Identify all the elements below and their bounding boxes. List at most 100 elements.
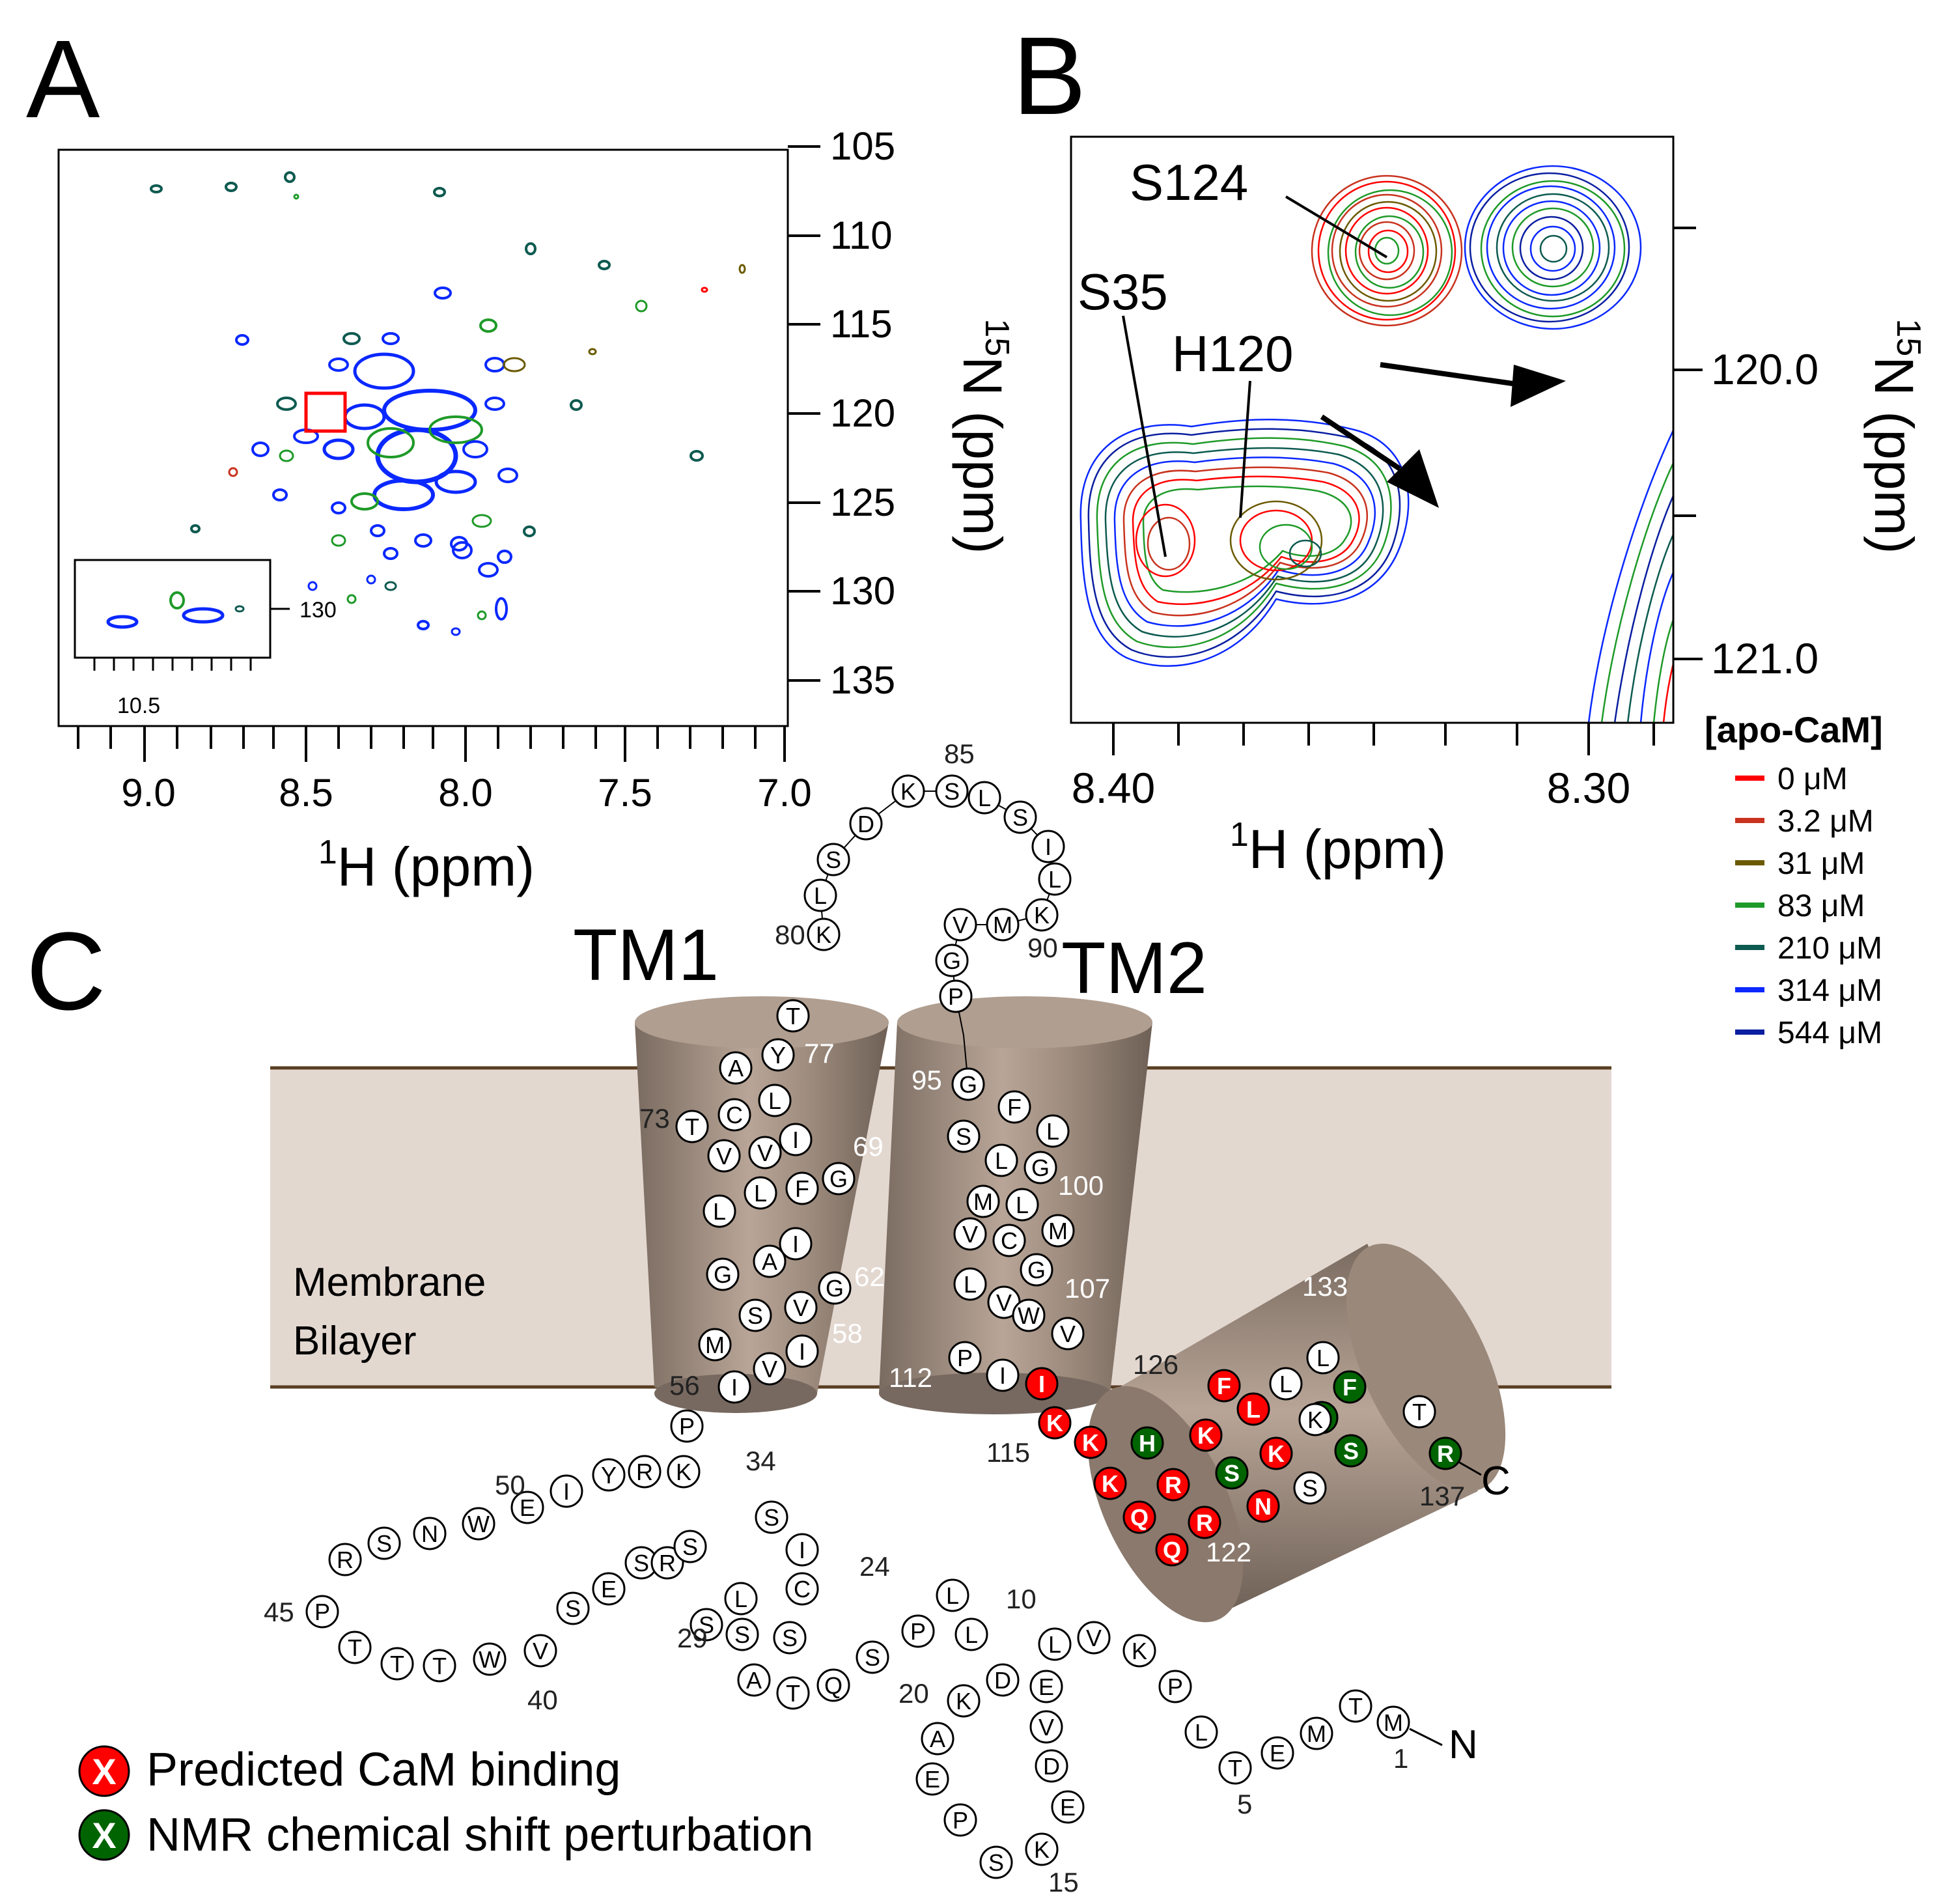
residue-circle [948,1341,982,1375]
residue-letter: W [467,1511,490,1537]
residue-letter: I [731,1374,738,1401]
peak [701,287,708,293]
inset-x-tick-label: 10.5 [117,693,160,718]
residue-letter: K [1082,1429,1099,1456]
residue-letter: P [679,1413,695,1440]
residue-number: 34 [745,1446,776,1476]
residue-letter: L [713,1198,726,1225]
panel-a-x-tick-label: 8.0 [438,771,492,815]
residue-circle [785,1572,819,1606]
residue-number: 40 [527,1685,558,1715]
residue-letter: A [930,1726,945,1752]
panel-b-x-label-main: H (ppm) [1249,819,1446,880]
residue-letter: M [973,1188,993,1215]
residue-number: 107 [1065,1273,1110,1304]
residue-circle [818,1271,852,1305]
peak [251,441,270,457]
residue-letter: V [962,1221,978,1248]
residue-letter: T [348,1634,362,1661]
residue-circle [947,1119,981,1153]
residue-letter: S [734,1621,750,1648]
peak [452,541,473,559]
zoom-region-marker [304,391,347,433]
peak [497,550,512,564]
peak [228,467,238,477]
panel-a-y-tick-label: 110 [830,214,893,257]
residue-circle [473,1642,507,1676]
residue-letter: T [685,1113,699,1140]
n-terminus-leader [1409,1728,1443,1746]
panel-b-y-axis-label: 15N (ppm) [1863,318,1927,553]
residue-number: 56 [669,1370,700,1401]
legend-predicted-marker-text: X [92,1751,116,1792]
residue-circle [921,1722,954,1756]
residue-circle [947,1684,981,1718]
residue-circle [1005,1188,1039,1222]
residue-letter: P [953,1807,968,1834]
peak [382,332,400,345]
residue-letter: K [676,1459,691,1485]
residue-letter: F [1343,1374,1357,1401]
c-terminus-leader [1458,1461,1482,1476]
residue-letter: A [728,1055,744,1082]
peak [331,534,346,547]
legend-predicted-label: Predicted CaM binding [146,1744,620,1796]
residue-circle [936,1578,969,1612]
residue-letter: K [1132,1638,1147,1664]
panel-b-x-tick-label: 8.40 [1072,764,1155,812]
peak [428,415,483,444]
residue-letter: L [814,882,827,909]
residue-letter: L [768,1087,781,1114]
peak [328,357,349,372]
residue-letter: R [659,1550,676,1576]
residue-circle [556,1591,590,1625]
residue-circle [997,1090,1031,1124]
panel-a-x-label-sup: 1 [318,833,337,871]
residue-letter: M [1307,1720,1326,1747]
panel-a-inset: 10.5 130 [74,559,337,718]
residue-letter: M [993,912,1012,938]
residue-letter: F [795,1175,809,1202]
residue-number: 20 [898,1678,929,1709]
residue-letter: K [816,921,831,948]
residue-circle [1188,1505,1221,1539]
panel-a-spectrum [150,171,746,636]
residue-circle [856,1640,889,1674]
panel-a-y-tick-label: 135 [830,658,895,702]
residue-circle [737,1663,771,1697]
peak [525,242,536,255]
residue-letter: F [1007,1094,1022,1121]
peak [414,533,432,548]
contour-group-edge [1587,428,1673,723]
residue-circle [761,1038,795,1072]
residue-letter: F [1217,1373,1231,1399]
residue-circle [803,878,837,912]
panel-b-y-label-main: N (ppm) [1863,356,1925,553]
residue-circle [744,1176,777,1210]
peak [293,193,299,200]
panel-b-y-tick-label: 120.0 [1711,345,1818,393]
residue-letter: R [1196,1509,1213,1536]
residue-letter: S [782,1625,798,1651]
residue-letter: A [746,1667,762,1694]
residue-letter: P [910,1618,926,1645]
residue-circle [939,979,973,1013]
peak [738,264,746,274]
residue-circle [550,1474,583,1508]
residue-circle [1029,1710,1063,1744]
residue-circle [1298,1403,1332,1436]
residue-letter: L [978,785,991,811]
residue-circle [1025,1367,1059,1401]
peak [635,300,648,313]
panel-b-y-label-sup: 15 [1889,318,1927,356]
peak [284,171,296,183]
residue-circle [1093,1466,1127,1500]
residue-circle [943,908,977,942]
peak [434,287,452,300]
residue-circle [1036,1114,1070,1148]
residue-number: 85 [944,738,975,769]
residue-letter: S [944,778,960,805]
residue-letter: I [563,1478,570,1505]
residue-letter: D [994,1667,1011,1694]
residue-circle [725,1617,759,1651]
